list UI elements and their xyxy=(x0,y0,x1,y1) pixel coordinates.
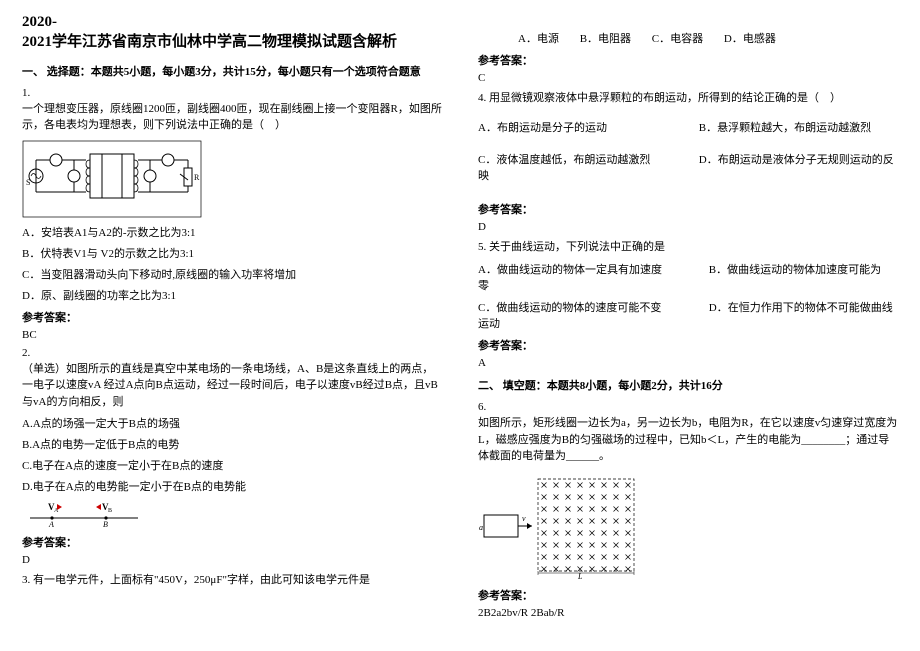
section2-heading: 二、 填空题：本题共8小题，每小题2分，共计16分 xyxy=(478,377,898,393)
q1-optC: C．当变阻器滑动头向下移动时,原线圈的输入功率将增加 xyxy=(22,266,442,282)
q2-optC: C.电子在A点的速度一定小于在B点的速度 xyxy=(22,457,442,473)
q4-optA: A．布朗运动是分子的运动 xyxy=(478,119,678,135)
left-column: 2020- 2021学年江苏省南京市仙林中学高二物理模拟试题含解析 一、 选择题… xyxy=(0,0,460,651)
svg-text:B: B xyxy=(103,520,108,528)
q2-ans: D xyxy=(22,554,442,566)
q1-optD: D．原、副线圈的功率之比为3:1 xyxy=(22,287,442,303)
q6-ans: 2B2a2bv/R 2Bab/R xyxy=(478,607,898,619)
q4-ans: D xyxy=(478,221,898,233)
q3-stem: 3. 有一电学元件，上面标有"450V，250μF"字样，由此可知该电学元件是 xyxy=(22,572,442,589)
q3-optB: B．电阻器 xyxy=(580,33,631,45)
q4-stem: 4. 用显微镜观察液体中悬浮颗粒的布朗运动，所得到的结论正确的是（ ） xyxy=(478,90,898,107)
q1-optA: A．安培表A1与A2的-示数之比为3:1 xyxy=(22,224,442,240)
q1-figure: S R xyxy=(22,140,442,218)
exam-page: 2020- 2021学年江苏省南京市仙林中学高二物理模拟试题含解析 一、 选择题… xyxy=(0,0,920,651)
q3-optA: A．电源 xyxy=(518,33,559,45)
q3-ans: C xyxy=(478,72,898,84)
q3-optD: D．电感器 xyxy=(724,33,776,45)
q6-ans-label: 参考答案： xyxy=(478,587,898,603)
q5-ans-label: 参考答案： xyxy=(478,337,898,353)
svg-text:L: L xyxy=(577,572,583,581)
title-line2: 2021学年江苏省南京市仙林中学高二物理模拟试题含解析 xyxy=(22,34,397,50)
q4-row1: A．布朗运动是分子的运动 B．悬浮颗粒越大，布朗运动越激烈 xyxy=(478,119,898,135)
title-line1: 2020- xyxy=(22,14,57,30)
q1-stem: 一个理想变压器，原线圈1200匝，副线圈400匝，现在副线圈上接一个变阻器R，如… xyxy=(22,101,442,134)
q6-stem: 如图所示，矩形线圈一边长为a，另一边长为b，电阻为R，在它以速度v匀速穿过宽度为… xyxy=(478,415,898,465)
q6-number: 6. xyxy=(478,401,898,413)
q4-row2: C．液体温度越低，布朗运动越激烈 D．布朗运动是液体分子无规则运动的反映 xyxy=(478,151,898,183)
q1-number: 1. xyxy=(22,87,442,99)
q6-figure: v a L xyxy=(478,471,898,581)
q2-stem: （单选）如图所示的直线是真空中某电场的一条电场线，A、B是这条直线上的两点，一电… xyxy=(22,361,442,411)
q2-optB: B.A点的电势一定低于B点的电势 xyxy=(22,436,442,452)
q5-row1: A．做曲线运动的物体一定具有加速度 B．做曲线运动的物体加速度可能为零 xyxy=(478,261,898,293)
q5-row2: C．做曲线运动的物体的速度可能不变 D．在恒力作用下的物体不可能做曲线运动 xyxy=(478,299,898,331)
q3-optC: C．电容器 xyxy=(652,33,703,45)
q1-ans-label: 参考答案： xyxy=(22,309,442,325)
svg-text:R: R xyxy=(194,173,200,182)
svg-text:S: S xyxy=(26,178,30,187)
q1-ans: BC xyxy=(22,329,442,341)
doc-title: 2020- 2021学年江苏省南京市仙林中学高二物理模拟试题含解析 xyxy=(22,12,442,53)
q2-optD: D.电子在A点的电势能一定小于在B点的电势能 xyxy=(22,478,442,494)
q4-ans-label: 参考答案： xyxy=(478,201,898,217)
q2-figure: V A V B A B xyxy=(22,500,442,528)
q1-optB: B．伏特表V1与 V2的示数之比为3:1 xyxy=(22,245,442,261)
q2-number: 2. xyxy=(22,347,442,359)
q2-optA: A.A点的场强一定大于B点的场强 xyxy=(22,415,442,431)
section1-heading: 一、 选择题：本题共5小题，每小题3分，共计15分，每小题只有一个选项符合题意 xyxy=(22,63,442,79)
svg-text:v: v xyxy=(522,514,526,523)
svg-text:a: a xyxy=(479,523,483,532)
svg-text:B: B xyxy=(108,508,112,514)
q5-ans: A xyxy=(478,357,898,369)
q3-options: A．电源 B．电阻器 C．电容器 D．电感器 xyxy=(518,30,898,46)
q5-optC: C．做曲线运动的物体的速度可能不变 xyxy=(478,299,688,315)
q3-ans-label: 参考答案： xyxy=(478,52,898,68)
q5-optA: A．做曲线运动的物体一定具有加速度 xyxy=(478,261,688,277)
q5-stem: 5. 关于曲线运动，下列说法中正确的是 xyxy=(478,239,898,256)
svg-text:A: A xyxy=(48,520,54,528)
right-column: A．电源 B．电阻器 C．电容器 D．电感器 参考答案： C 4. 用显微镜观察… xyxy=(460,0,920,651)
q4-optB: B．悬浮颗粒越大，布朗运动越激烈 xyxy=(699,122,871,134)
q4-optC: C．液体温度越低，布朗运动越激烈 xyxy=(478,151,678,167)
q2-ans-label: 参考答案： xyxy=(22,534,442,550)
